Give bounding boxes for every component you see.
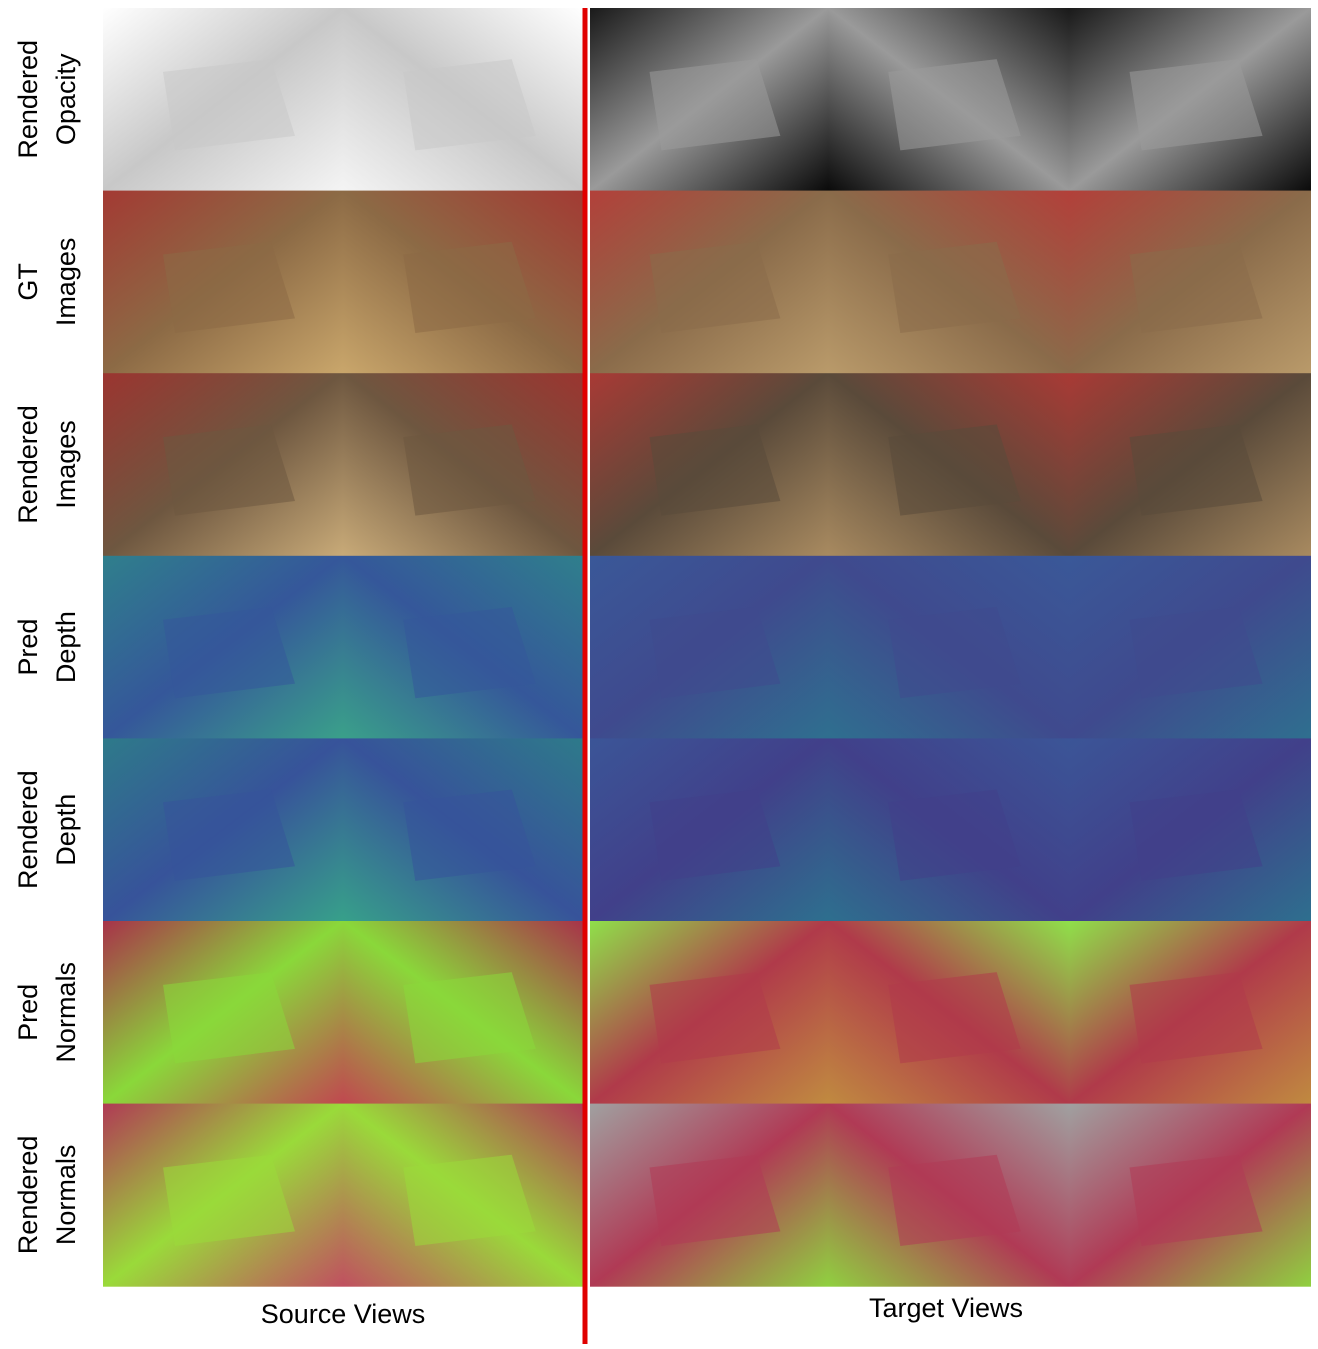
scene-shape [888, 972, 1021, 1063]
source-label: Source Views [261, 1299, 426, 1329]
scene-shape [403, 607, 536, 698]
row-label: GT [13, 263, 43, 301]
row-label: Images [51, 238, 81, 327]
row-labels: Rendered Opacity GT Images Rendered Images Pre… [13, 40, 81, 1254]
scene-shape [163, 1155, 295, 1246]
scene-shape [888, 790, 1021, 881]
scene-shape [1130, 1155, 1263, 1246]
row-label: Pred [13, 619, 43, 676]
scene-shape [163, 607, 295, 698]
scene-shape [403, 1155, 536, 1246]
figure: Rendered Opacity GT Images Rendered Images Pre… [0, 0, 1318, 1344]
row-label: Rendered [13, 40, 43, 159]
row-label: Normals [51, 1145, 81, 1246]
scene-shape [163, 59, 295, 150]
scene-shape [888, 607, 1021, 698]
row-label: Depth [51, 794, 81, 866]
scene-shape [650, 972, 781, 1063]
scene-shape [163, 972, 295, 1063]
scene-shape [403, 424, 536, 515]
scene-shape [403, 972, 536, 1063]
scene-shape [888, 242, 1021, 333]
scene-shape [650, 59, 781, 150]
scene-shape [650, 607, 781, 698]
row-label: Depth [51, 611, 81, 683]
scene-shape [163, 424, 295, 515]
row-label: Images [51, 420, 81, 509]
row-label: Normals [51, 962, 81, 1063]
scene-shape [403, 242, 536, 333]
scene-shape [163, 242, 295, 333]
scene-shape [650, 1155, 781, 1246]
row-label: Pred [13, 984, 43, 1041]
row-label: Rendered [13, 1136, 43, 1255]
scene-shape [1130, 607, 1263, 698]
row-label: Rendered [13, 770, 43, 889]
scene-shape [403, 790, 536, 881]
scene-shape [1130, 790, 1263, 881]
scene-shape [1130, 242, 1263, 333]
scene-shape [888, 1155, 1021, 1246]
scene-shape [1130, 59, 1263, 150]
scene-shape [1130, 972, 1263, 1063]
scene-shape [403, 59, 536, 150]
scene-shape [888, 59, 1021, 150]
scene-shape [1130, 424, 1263, 515]
scene-shape [650, 790, 781, 881]
image-grid [103, 8, 1311, 1287]
scene-shape [163, 790, 295, 881]
scene-shape [650, 424, 781, 515]
scene-shape [888, 424, 1021, 515]
row-label: Rendered [13, 405, 43, 524]
target-label: Target Views [869, 1293, 1023, 1323]
scene-shape [650, 242, 781, 333]
row-label: Opacity [51, 53, 81, 145]
